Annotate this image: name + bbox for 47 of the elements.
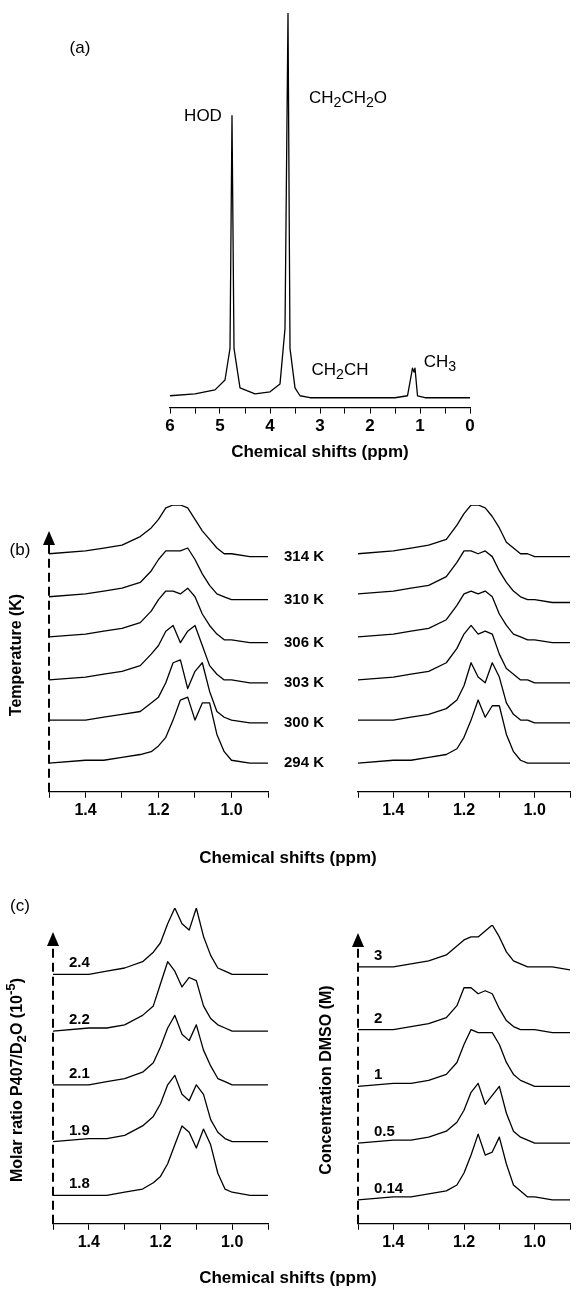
x-tick-label: 3 — [315, 416, 325, 436]
x-tick-label: 1.0 — [523, 800, 546, 818]
text: (b) — [9, 540, 31, 560]
x-axis-title: Chemical shifts (ppm) — [230, 442, 410, 462]
x-tick-label: 2 — [365, 416, 375, 436]
series-label: 300 K — [283, 713, 325, 731]
x-tick-label: 1.2 — [147, 800, 170, 818]
series-label: 310 K — [283, 589, 325, 607]
x-axis-title: Chemical shifts (ppm) — [198, 1268, 378, 1288]
x-tick-label: 1.0 — [220, 800, 243, 818]
series-label: 3 — [374, 945, 383, 963]
x-tick-label: 1.2 — [149, 1232, 172, 1250]
x-tick-label: 1.4 — [74, 800, 97, 818]
x-tick-label: 1.0 — [523, 1232, 546, 1250]
y-axis-title: Temperature (K) — [7, 593, 25, 717]
annotation: CH$_{3}$ — [423, 352, 457, 375]
annotation: CH$_{2}$CH$_{2}$O — [308, 88, 388, 111]
series-label: 0.14 — [374, 1178, 404, 1196]
x-tick-label: 1.0 — [221, 1232, 244, 1250]
series-label: 0.5 — [374, 1122, 395, 1140]
x-tick-label: 5 — [215, 416, 225, 436]
series-label: 2 — [374, 1008, 383, 1026]
series-label: 1 — [374, 1065, 383, 1083]
y-axis-title: Concentration DMSO (M) — [317, 985, 335, 1175]
text: (a) — [69, 38, 91, 58]
x-tick-label: 6 — [165, 416, 175, 436]
series-label: 303 K — [283, 672, 325, 690]
x-tick-label: 1.4 — [382, 800, 405, 818]
x-tick-label: 4 — [265, 416, 276, 436]
series-label: 294 K — [283, 753, 325, 771]
series-label: 2.1 — [69, 1063, 90, 1081]
x-tick-label: 1.2 — [452, 1232, 476, 1250]
x-tick-label: 0 — [465, 416, 475, 436]
series-label: 306 K — [283, 632, 325, 650]
annotation: HOD — [184, 106, 222, 126]
series-label: 1.8 — [69, 1174, 90, 1192]
series-label: 314 K — [283, 546, 325, 564]
x-tick-label: 1.4 — [77, 1232, 101, 1250]
annotation: CH$_{2}$CH — [311, 360, 369, 383]
series-label: 1.9 — [69, 1120, 90, 1138]
x-axis-title: Chemical shifts (ppm) — [198, 848, 378, 868]
series-label: 2.4 — [69, 953, 91, 971]
series-label: 2.2 — [69, 1010, 90, 1028]
text: (c) — [10, 896, 30, 916]
x-tick-label: 1 — [415, 416, 425, 436]
x-tick-label: 1.4 — [382, 1232, 405, 1250]
x-tick-label: 1.2 — [452, 800, 476, 818]
